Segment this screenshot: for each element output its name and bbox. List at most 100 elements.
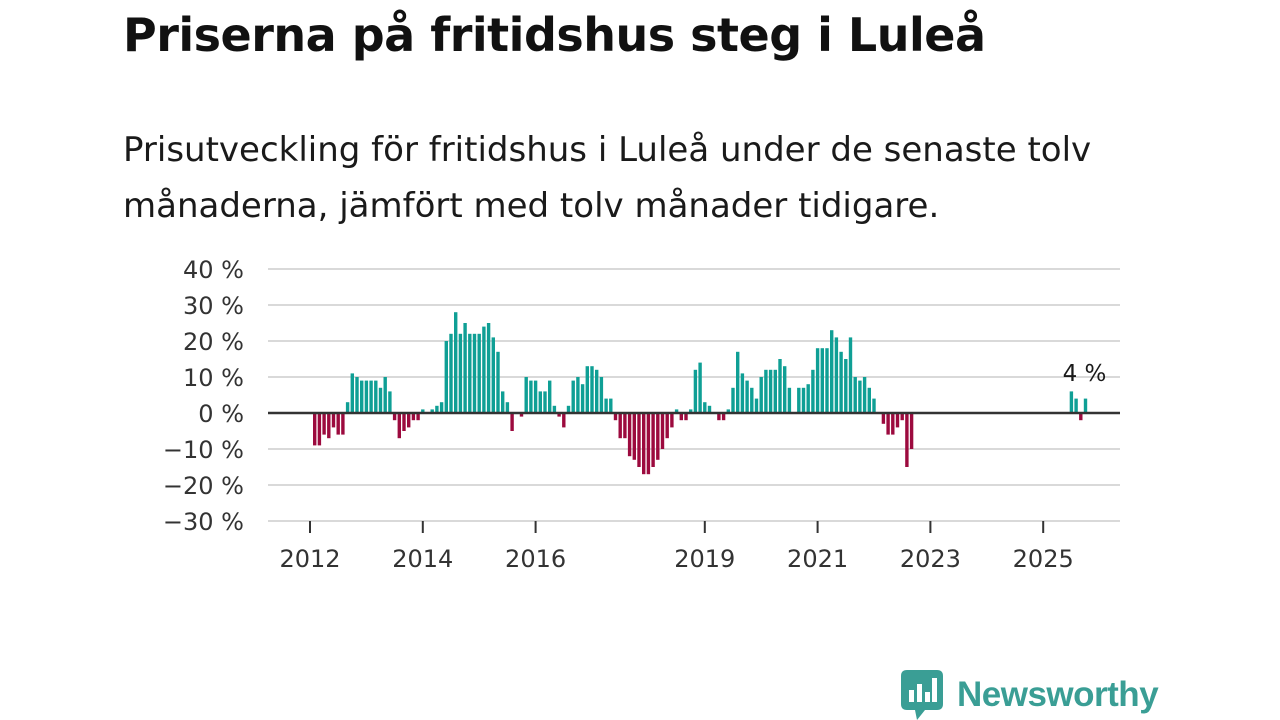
- chart-subtitle: Prisutveckling för fritidshus i Luleå un…: [123, 130, 1092, 226]
- bar: [609, 398, 613, 413]
- bar: [505, 402, 510, 413]
- bar: [613, 413, 618, 421]
- bar: [698, 362, 702, 413]
- bar: [679, 413, 683, 421]
- bar: [867, 387, 871, 413]
- bar: [862, 377, 867, 413]
- bar: [858, 380, 862, 413]
- bar: [783, 366, 787, 413]
- bar: [472, 333, 477, 413]
- bar: [585, 366, 589, 413]
- bar: [501, 391, 505, 413]
- bar: [444, 341, 448, 413]
- bar: [402, 413, 406, 431]
- bars: [313, 312, 1088, 475]
- bar: [797, 387, 801, 413]
- bar: [543, 391, 547, 413]
- y-tick-label: −10 %: [163, 436, 244, 464]
- bar: [909, 413, 914, 449]
- bar: [421, 409, 425, 413]
- bar: [482, 326, 486, 413]
- bar: [331, 413, 336, 428]
- bar: [477, 333, 481, 413]
- bar: [1079, 413, 1083, 421]
- bar: [604, 398, 608, 413]
- bar: [317, 413, 322, 446]
- bar: [449, 333, 453, 413]
- y-tick-label: 40 %: [183, 256, 244, 284]
- bar: [562, 413, 566, 428]
- bar: [454, 312, 458, 413]
- x-axis: 2012 2014 2016 2019 2021 2023 2025: [279, 521, 1074, 573]
- bar: [623, 413, 627, 439]
- bar: [820, 348, 824, 413]
- bar: [510, 413, 514, 431]
- bar: [660, 413, 665, 449]
- x-tick-label: 2019: [674, 545, 735, 573]
- bar: [566, 405, 571, 413]
- bar: [721, 413, 726, 421]
- bar: [651, 413, 655, 467]
- bar: [369, 380, 373, 413]
- bar: [787, 387, 792, 413]
- bar: [684, 413, 688, 421]
- x-tick-label: 2023: [900, 545, 961, 573]
- x-tick-label: 2016: [505, 545, 566, 573]
- y-axis-labels: 40 % 30 % 20 % 10 % 0 % −10 % −20 % −30 %: [163, 256, 244, 536]
- bar: [618, 413, 622, 439]
- bar: [689, 409, 693, 413]
- bar: [745, 380, 749, 413]
- bar: [848, 337, 853, 413]
- bar: [750, 387, 754, 413]
- bar: [364, 380, 369, 413]
- bar: [407, 413, 411, 428]
- bar-chart: 40 %30 %20 %10 %0 %−10 %−20 %−30 % 2012 2…: [163, 256, 1120, 573]
- bar: [674, 409, 679, 413]
- bar: [740, 373, 745, 413]
- bar: [576, 377, 580, 413]
- bar: [590, 366, 594, 413]
- bar: [665, 413, 669, 439]
- bar: [726, 409, 730, 413]
- bar: [811, 369, 815, 413]
- bar: [703, 402, 707, 413]
- bar: [778, 359, 782, 413]
- newsworthy-logo: Newsworthy: [901, 670, 1159, 720]
- bar: [759, 377, 763, 413]
- y-tick-label: −30 %: [163, 508, 244, 536]
- bar: [891, 413, 895, 435]
- bar: [599, 377, 604, 413]
- newsworthy-logo-text: Newsworthy: [957, 675, 1159, 714]
- bar: [486, 323, 491, 413]
- bar: [468, 333, 472, 413]
- bar: [327, 413, 331, 439]
- bar: [881, 413, 886, 424]
- bar: [886, 413, 890, 435]
- bar: [580, 384, 585, 413]
- bar: [768, 369, 773, 413]
- bar: [360, 380, 364, 413]
- bar: [830, 330, 834, 413]
- bar: [383, 377, 387, 413]
- bar: [1069, 391, 1074, 413]
- bar: [844, 359, 848, 413]
- bar: [806, 384, 810, 413]
- x-tick-label: 2012: [279, 545, 340, 573]
- bar: [632, 413, 636, 460]
- y-tick-label: 10 %: [183, 364, 244, 392]
- bar: [552, 405, 557, 413]
- y-tick-label: −20 %: [163, 472, 244, 500]
- bar: [491, 337, 495, 413]
- bar: [350, 373, 354, 413]
- bar: [388, 391, 392, 413]
- bar: [435, 405, 439, 413]
- bar: [411, 413, 416, 421]
- bar: [341, 413, 345, 435]
- bar: [595, 369, 599, 413]
- bar: [815, 348, 820, 413]
- bar: [524, 377, 528, 413]
- bar: [392, 413, 397, 421]
- bar: [905, 413, 909, 467]
- bar: [637, 413, 641, 467]
- bar: [642, 413, 646, 475]
